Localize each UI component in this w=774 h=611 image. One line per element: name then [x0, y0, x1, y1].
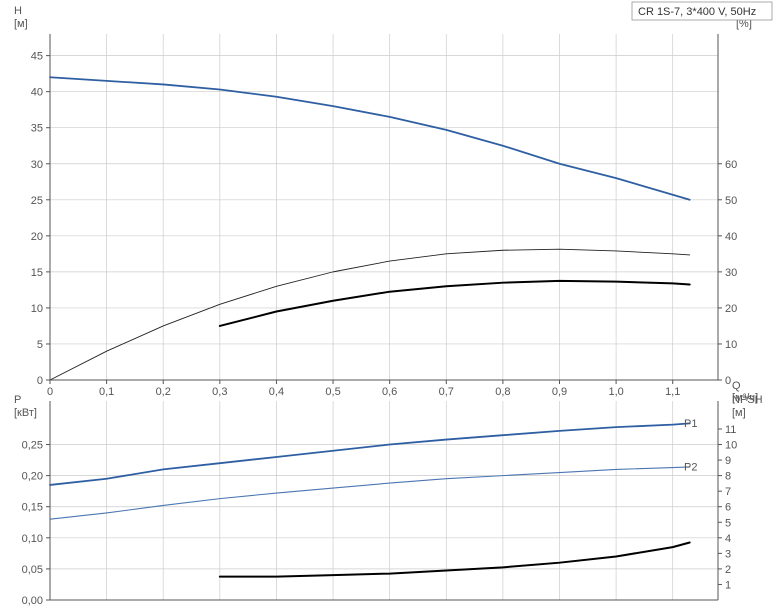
- series-label-p1: P1: [684, 418, 697, 430]
- svg-text:0: 0: [47, 386, 53, 398]
- svg-text:[м³/ч]: [м³/ч]: [732, 392, 758, 404]
- svg-text:10: 10: [31, 303, 43, 315]
- svg-text:40: 40: [725, 231, 737, 243]
- svg-text:[м]: [м]: [732, 407, 746, 419]
- chart-title: CR 1S-7, 3*400 V, 50Hz: [638, 6, 756, 18]
- svg-text:4: 4: [725, 533, 731, 545]
- svg-text:0,3: 0,3: [212, 386, 227, 398]
- svg-text:0,7: 0,7: [439, 386, 454, 398]
- series-label-p2: P2: [684, 461, 697, 473]
- svg-text:1,1: 1,1: [665, 386, 680, 398]
- svg-text:40: 40: [31, 87, 43, 99]
- svg-text:1: 1: [725, 579, 731, 591]
- svg-text:0,9: 0,9: [552, 386, 567, 398]
- svg-text:50: 50: [725, 195, 737, 207]
- svg-text:0,1: 0,1: [99, 386, 114, 398]
- svg-text:2: 2: [725, 564, 731, 576]
- svg-text:20: 20: [31, 231, 43, 243]
- svg-text:5: 5: [37, 339, 43, 351]
- svg-text:30: 30: [725, 267, 737, 279]
- svg-text:15: 15: [31, 267, 43, 279]
- svg-text:60: 60: [725, 159, 737, 171]
- svg-text:11: 11: [725, 424, 736, 436]
- chart-svg: 0510152025303540450102030405060H[м]eta[%…: [0, 0, 774, 611]
- svg-text:0,2: 0,2: [156, 386, 171, 398]
- svg-text:45: 45: [31, 51, 43, 63]
- svg-text:0,05: 0,05: [22, 564, 43, 576]
- svg-text:6: 6: [725, 502, 731, 514]
- svg-text:3: 3: [725, 548, 731, 560]
- svg-text:[м]: [м]: [14, 18, 28, 30]
- svg-text:8: 8: [725, 471, 731, 483]
- svg-text:[кВт]: [кВт]: [14, 407, 37, 419]
- svg-text:H: H: [14, 5, 22, 17]
- svg-text:0,8: 0,8: [495, 386, 510, 398]
- svg-text:30: 30: [31, 159, 43, 171]
- svg-text:35: 35: [31, 123, 43, 135]
- svg-text:10: 10: [725, 440, 737, 452]
- svg-text:P: P: [14, 394, 21, 406]
- svg-text:20: 20: [725, 303, 737, 315]
- svg-text:5: 5: [725, 517, 731, 529]
- svg-text:9: 9: [725, 455, 731, 467]
- svg-text:0,4: 0,4: [269, 386, 284, 398]
- svg-text:1,0: 1,0: [608, 386, 623, 398]
- pump-curve-chart: 0510152025303540450102030405060H[м]eta[%…: [0, 0, 774, 611]
- svg-text:0: 0: [725, 375, 731, 387]
- svg-text:Q: Q: [732, 380, 741, 392]
- svg-text:0,5: 0,5: [325, 386, 340, 398]
- svg-text:10: 10: [725, 339, 737, 351]
- svg-text:25: 25: [31, 195, 43, 207]
- svg-text:0,10: 0,10: [22, 533, 43, 545]
- svg-text:0,25: 0,25: [22, 440, 43, 452]
- svg-text:0,6: 0,6: [382, 386, 397, 398]
- svg-text:0: 0: [37, 375, 43, 387]
- svg-text:0,15: 0,15: [22, 502, 43, 514]
- svg-text:7: 7: [725, 486, 731, 498]
- svg-text:0,20: 0,20: [22, 471, 43, 483]
- svg-text:0,00: 0,00: [22, 595, 43, 607]
